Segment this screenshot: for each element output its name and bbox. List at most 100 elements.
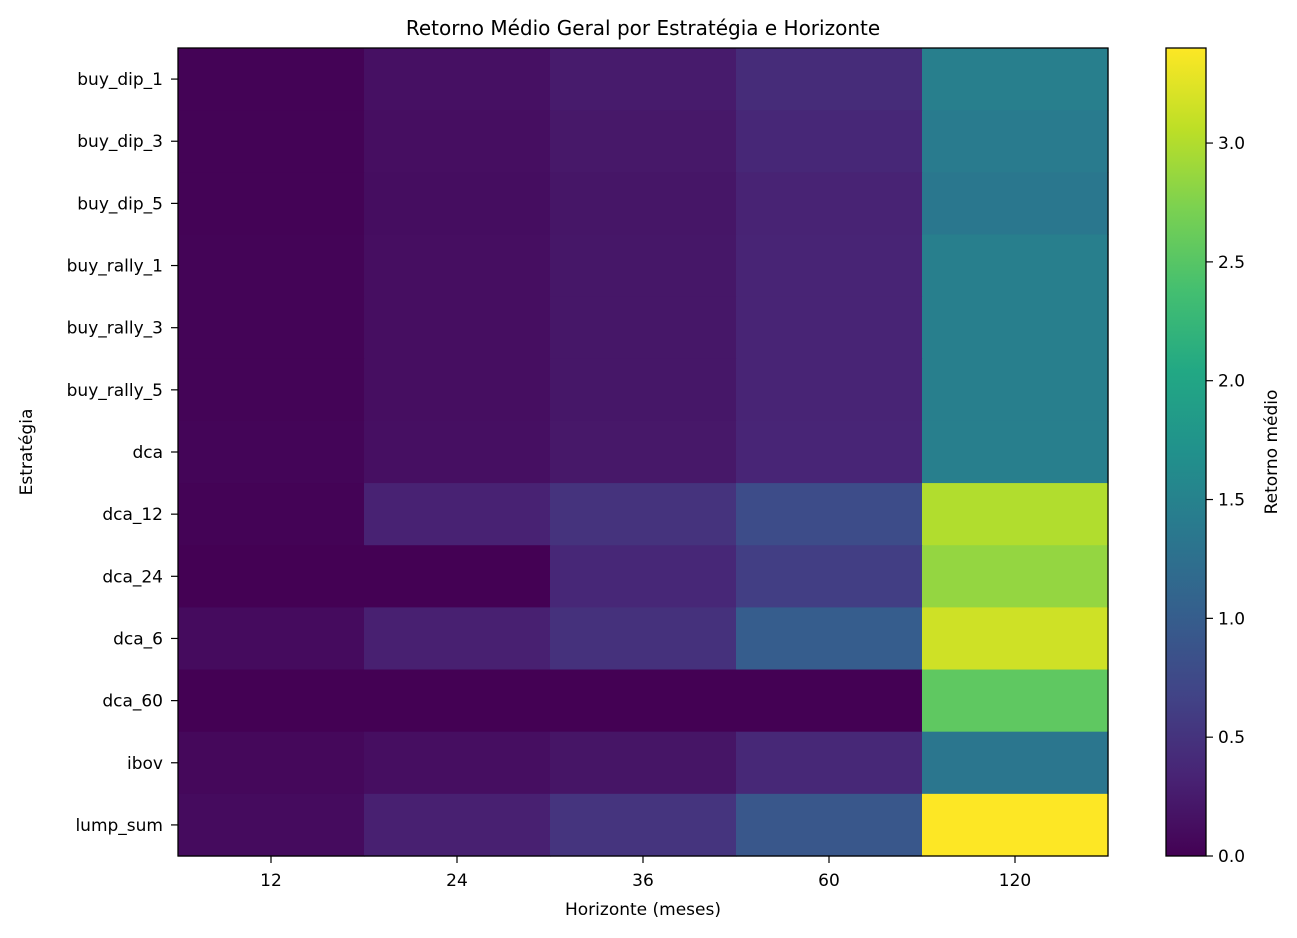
y-tick-label: buy_dip_1 xyxy=(77,70,163,90)
y-tick-label: buy_rally_5 xyxy=(67,381,163,401)
heatmap-cell xyxy=(364,48,551,111)
y-tick-label: dca xyxy=(132,443,163,463)
heatmap-cell xyxy=(364,358,551,422)
heatmap-cell xyxy=(178,358,365,422)
colorbar-tick-label: 0.0 xyxy=(1218,847,1245,867)
heatmap-cell xyxy=(364,731,551,795)
heatmap-cell xyxy=(736,669,923,733)
heatmap-cell xyxy=(550,110,737,173)
heatmap-cell xyxy=(178,420,365,484)
heatmap-cell xyxy=(736,358,923,422)
colorbar-tick-label: 2.5 xyxy=(1218,253,1245,273)
heatmap-cell xyxy=(364,296,551,360)
heatmap-cell xyxy=(922,483,1109,546)
y-tick-label: dca_24 xyxy=(102,567,163,587)
heatmap-cell xyxy=(550,48,737,111)
heatmap-cell xyxy=(736,607,923,671)
y-tick-label: dca_60 xyxy=(102,692,163,712)
heatmap-cell xyxy=(364,607,551,671)
heatmap-cell xyxy=(736,172,923,236)
x-axis: 12 24 36 60 120 xyxy=(260,856,1031,891)
heatmap-cell xyxy=(922,545,1109,608)
heatmap-cell xyxy=(178,172,365,236)
colorbar-ticks: 0.0 0.5 1.0 1.5 2.0 2.5 3.0 xyxy=(1206,134,1245,867)
heatmap-cell xyxy=(550,669,737,733)
heatmap-cell xyxy=(736,420,923,484)
heatmap-cell xyxy=(550,607,737,671)
x-tick-label: 36 xyxy=(632,871,654,891)
heatmap-cell xyxy=(736,483,923,546)
heatmap-cell xyxy=(364,545,551,608)
y-tick-label: lump_sum xyxy=(75,816,163,836)
colorbar-tick-label: 1.0 xyxy=(1218,609,1245,629)
y-tick-label: ibov xyxy=(127,754,163,774)
heatmap-cell xyxy=(178,545,365,608)
heatmap-cell xyxy=(364,483,551,546)
y-tick-label: dca_12 xyxy=(102,505,163,525)
heatmap-cell xyxy=(364,669,551,733)
heatmap-cell xyxy=(178,110,365,173)
heatmap-cell xyxy=(364,110,551,173)
heatmap-cell xyxy=(922,669,1109,733)
heatmap-cell xyxy=(922,420,1109,484)
x-tick-label: 12 xyxy=(260,871,282,891)
heatmap-cell xyxy=(922,358,1109,422)
x-tick-label: 120 xyxy=(999,871,1031,891)
colorbar-tick-label: 1.5 xyxy=(1218,491,1245,511)
heatmap-cell xyxy=(364,420,551,484)
heatmap-cell xyxy=(178,48,365,111)
heatmap-cell xyxy=(178,296,365,360)
heatmap-cell xyxy=(736,545,923,608)
heatmap-cell xyxy=(736,48,923,111)
heatmap-cell xyxy=(550,483,737,546)
heatmap-cell xyxy=(922,793,1109,857)
colorbar-tick-label: 2.0 xyxy=(1218,372,1245,392)
y-tick-label: buy_dip_5 xyxy=(77,194,163,214)
heatmap-cell xyxy=(922,234,1109,298)
x-tick-label: 60 xyxy=(818,871,840,891)
heatmap-cell xyxy=(364,793,551,857)
heatmap-cell xyxy=(178,607,365,671)
heatmap-cell xyxy=(736,731,923,795)
heatmap-cell xyxy=(550,172,737,236)
y-axis: buy_dip_1 buy_dip_3 buy_dip_5 buy_rally_1bu… xyxy=(67,70,178,836)
heatmap-cell xyxy=(550,358,737,422)
heatmap-cell xyxy=(178,234,365,298)
colorbar-tick-label: 3.0 xyxy=(1218,134,1245,154)
heatmap-cell xyxy=(364,234,551,298)
heatmap-cell xyxy=(922,110,1109,173)
heatmap-cell xyxy=(922,731,1109,795)
y-tick-label: buy_rally_3 xyxy=(67,319,163,339)
colorbar-tick-label: 0.5 xyxy=(1218,728,1245,748)
colorbar xyxy=(1165,47,1207,857)
heatmap-cell xyxy=(178,483,365,546)
heatmap-cell xyxy=(550,731,737,795)
heatmap-cell xyxy=(550,793,737,857)
heatmap-cell xyxy=(178,731,365,795)
heatmap-cell xyxy=(736,296,923,360)
chart-title: Retorno Médio Geral por Estratégia e Hor… xyxy=(406,16,880,40)
x-tick-label: 24 xyxy=(446,871,468,891)
heatmap-cell xyxy=(736,234,923,298)
heatmap-cell xyxy=(178,793,365,857)
x-axis-label: Horizonte (meses) xyxy=(565,900,721,920)
heatmap-cell xyxy=(364,172,551,236)
heatmap-cell xyxy=(736,793,923,857)
heatmap-cell xyxy=(736,110,923,173)
heatmap-cells xyxy=(178,48,1109,857)
heatmap-cell xyxy=(178,669,365,733)
colorbar-label: Retorno médio xyxy=(1262,390,1282,515)
heatmap-cell xyxy=(550,234,737,298)
y-tick-label: buy_dip_3 xyxy=(77,132,163,152)
heatmap-cell xyxy=(550,545,737,608)
y-axis-label: Estratégia xyxy=(17,409,37,496)
heatmap-cell xyxy=(922,48,1109,111)
heatmap-cell xyxy=(922,607,1109,671)
heatmap-cell xyxy=(922,296,1109,360)
y-tick-label: dca_6 xyxy=(113,629,163,649)
heatmap-cell xyxy=(550,296,737,360)
heatmap-cell xyxy=(550,420,737,484)
heatmap-cell xyxy=(922,172,1109,236)
